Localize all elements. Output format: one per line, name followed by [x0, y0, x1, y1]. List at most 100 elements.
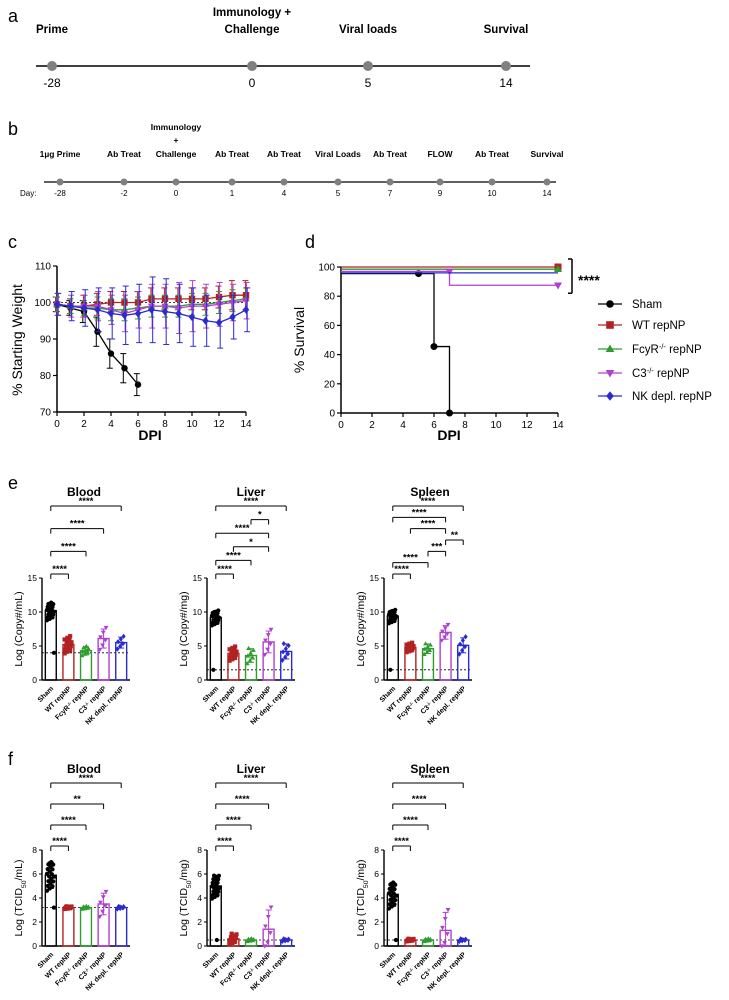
timeline-event-label: Prime [36, 24, 68, 36]
text-part: -/- [659, 342, 667, 351]
x-tick-label: 14 [552, 420, 564, 431]
sig-bracket: **** [392, 553, 429, 568]
timeline-day: -2 [120, 189, 128, 198]
data-point [233, 644, 238, 649]
sig-label: **** [70, 519, 85, 530]
sig-label: ** [73, 794, 81, 805]
timeline-day: -28 [54, 189, 66, 198]
text-part: Log (TCID [178, 888, 190, 937]
timeline-day: 0 [249, 76, 256, 90]
y-tick-label: 110 [35, 262, 51, 273]
data-point [228, 299, 237, 307]
text-part: repNP [654, 368, 690, 380]
data-point [439, 944, 445, 949]
legend-marker [606, 321, 614, 329]
data-point [251, 647, 256, 652]
sig-bracket: **** [215, 773, 287, 788]
data-point [227, 647, 232, 652]
legend-marker [605, 369, 615, 378]
text-part: 50 [21, 880, 28, 888]
y-tick-label: 0 [197, 941, 202, 951]
bar-group-c3 [439, 622, 452, 681]
x-tick-label: 0 [338, 420, 344, 431]
data-point [230, 940, 235, 946]
timeline-event-label: Viral Loads [315, 149, 361, 159]
data-point [428, 642, 433, 647]
sig-label: **** [578, 272, 600, 288]
x-tick-label: 6 [135, 419, 141, 430]
timeline-event-label: Survival [530, 149, 563, 159]
data-point [405, 645, 411, 650]
x-tick-label: 14 [240, 419, 252, 430]
text-part: -/- [407, 966, 414, 973]
data-point [268, 627, 274, 632]
data-point [107, 350, 115, 357]
data-point [98, 900, 103, 905]
legend-marker [606, 300, 614, 308]
data-point [46, 862, 51, 867]
y-tick-label: 5 [197, 641, 202, 651]
text-part: C3 [78, 704, 89, 715]
y-tick-label: 2 [374, 917, 379, 927]
x-tick-label: 12 [213, 419, 225, 430]
y-tick-label: 4 [374, 893, 379, 903]
sig-bracket: **** [50, 836, 69, 851]
text-part: Log (TCID [13, 888, 25, 937]
sig-bracket: **** [215, 815, 252, 830]
sig-bracket: **** [409, 519, 447, 534]
data-point [97, 915, 103, 920]
sig-label: **** [235, 794, 250, 805]
data-point [161, 303, 169, 310]
text-part: -/- [65, 700, 72, 707]
bar [79, 906, 93, 947]
data-point [100, 643, 105, 648]
bar-group-sham [44, 860, 57, 947]
sig-bracket: **** [392, 507, 447, 523]
sig-label: **** [79, 773, 94, 784]
y-tick-label: 6 [374, 869, 379, 879]
data-point [445, 908, 451, 913]
sig-label: **** [217, 836, 232, 847]
sig-label: **** [79, 496, 94, 507]
data-point [51, 650, 57, 655]
data-point [233, 935, 238, 941]
sig-label: **** [244, 773, 259, 784]
bar-group-nk [115, 903, 128, 947]
timeline-dot [363, 61, 373, 71]
sig-label: **** [403, 815, 418, 826]
text-part: -/- [425, 966, 432, 973]
data-point [404, 650, 409, 655]
timeline-day: 14 [499, 76, 513, 90]
data-point [244, 660, 250, 666]
y-tick-label: 100 [34, 298, 51, 309]
timeline-event-label: Immunology + [213, 7, 292, 19]
bar-group-fcyr [244, 936, 258, 947]
timeline-event-label: Ab Treat [215, 149, 249, 159]
data-point [94, 305, 101, 314]
bar-group-c3 [439, 908, 452, 949]
timeline-day: 5 [336, 189, 341, 198]
legend-entry-c3: C3-/- repNP [598, 366, 690, 380]
timeline-day-prefix: Day: [20, 189, 36, 198]
data-point [263, 924, 268, 929]
sig-bracket: **** [392, 794, 447, 809]
data-point [174, 305, 183, 312]
x-tick-label: 8 [162, 419, 168, 430]
data-point [121, 633, 126, 639]
series-c3 [341, 268, 563, 290]
data-point [79, 653, 85, 658]
sig-bracket: **** [50, 815, 87, 830]
data-point [215, 301, 223, 309]
data-point [188, 303, 196, 310]
data-point [120, 640, 126, 647]
data-point [463, 634, 468, 640]
panel-b: b Day: 1µg Prime -28 Ab Treat -2 Immunology + Ch… [8, 119, 564, 198]
y-tick-label: 6 [32, 869, 37, 879]
data-point [245, 653, 251, 658]
data-point [80, 303, 88, 312]
bar-group-fcyr [421, 936, 435, 947]
sig-label: **** [403, 553, 418, 564]
text-part: 50 [363, 880, 370, 888]
